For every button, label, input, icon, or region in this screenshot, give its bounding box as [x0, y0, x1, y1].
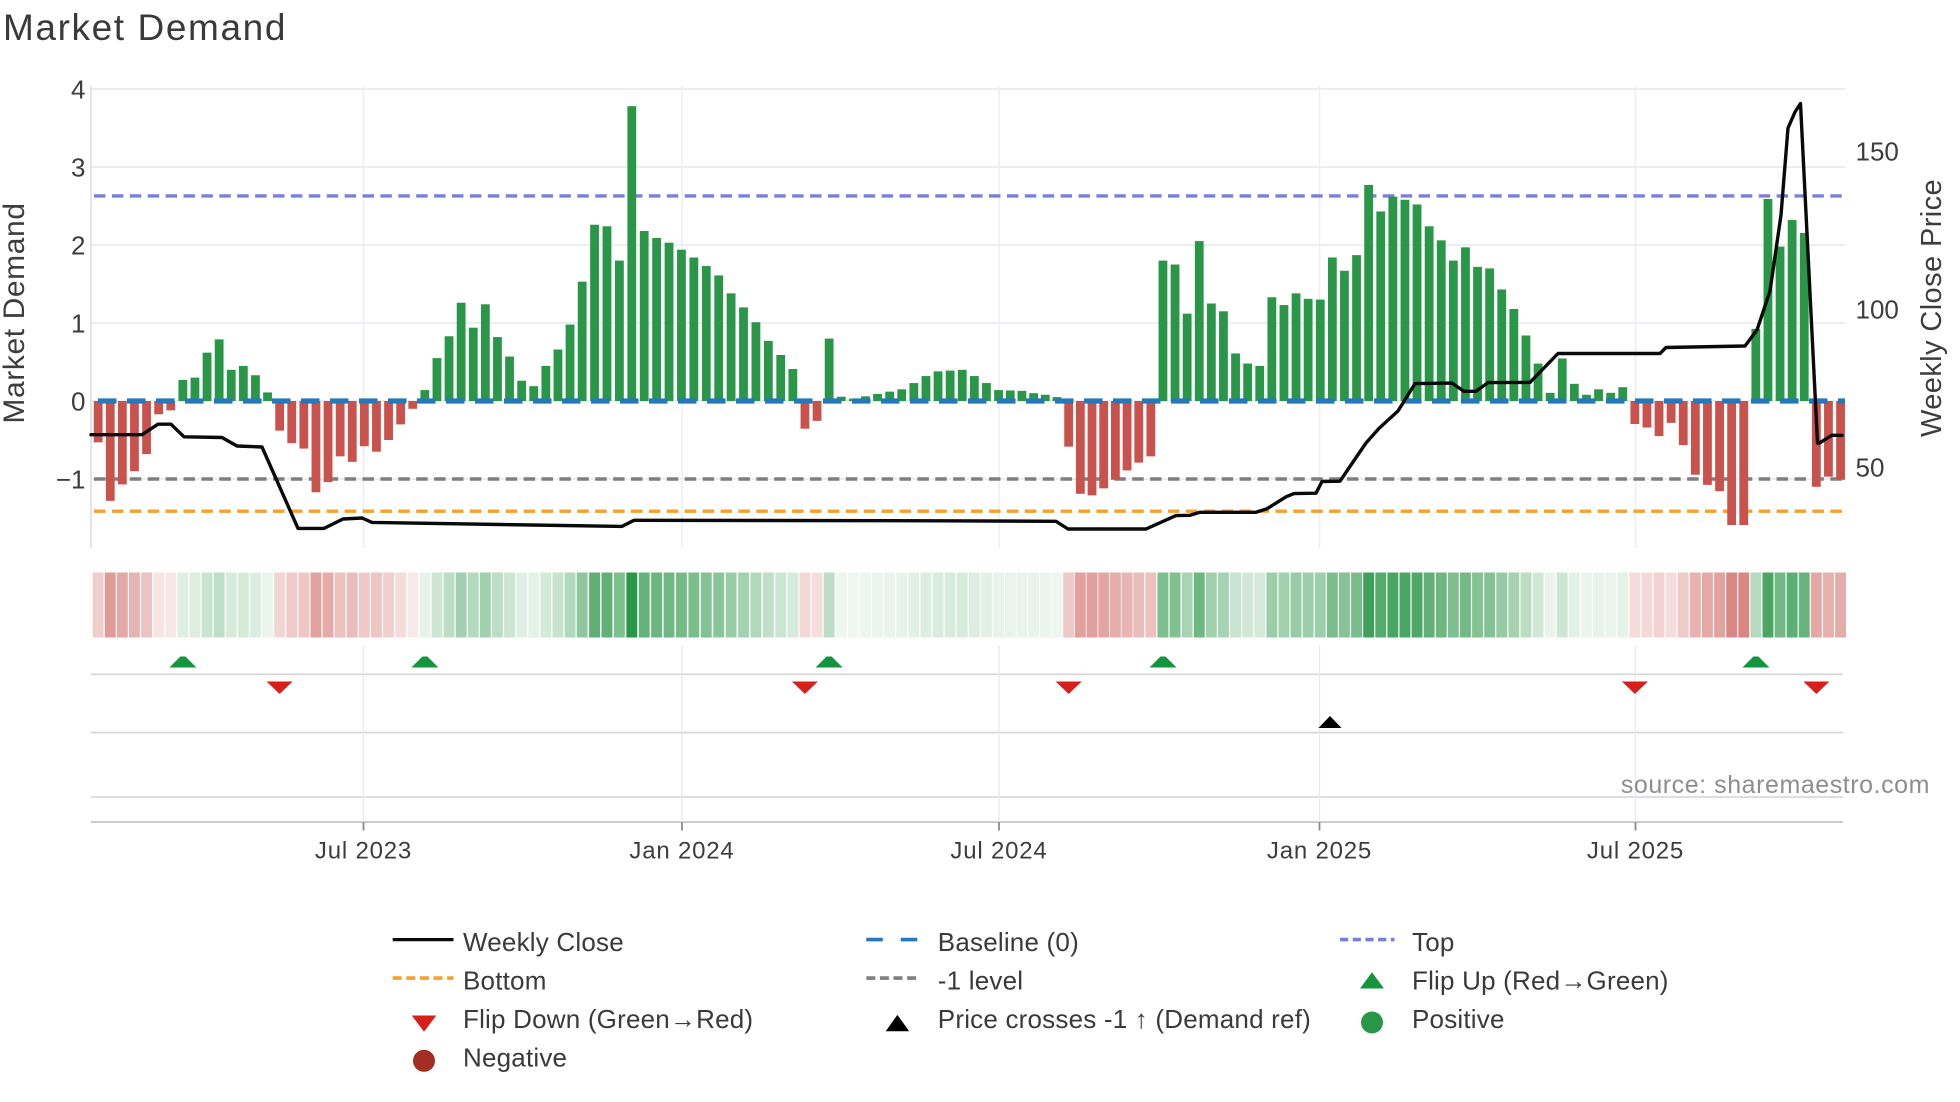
svg-text:50: 50	[1856, 452, 1885, 482]
svg-text:0: 0	[71, 386, 85, 416]
svg-text:2: 2	[71, 230, 85, 260]
svg-text:Negative: Negative	[463, 1042, 567, 1072]
svg-text:−1: −1	[56, 464, 86, 494]
svg-text:Market Demand: Market Demand	[0, 202, 31, 423]
svg-text:Positive: Positive	[1412, 1004, 1505, 1034]
svg-text:-1 level: -1 level	[938, 965, 1023, 995]
svg-text:Price crosses -1 ↑ (Demand ref: Price crosses -1 ↑ (Demand ref)	[938, 1004, 1311, 1034]
svg-text:source: sharemaestro.com: source: sharemaestro.com	[1621, 771, 1930, 799]
svg-text:4: 4	[71, 74, 85, 104]
svg-text:Baseline (0): Baseline (0)	[938, 927, 1079, 957]
svg-text:Weekly Close: Weekly Close	[463, 927, 624, 957]
svg-text:Flip Up (Red→Green): Flip Up (Red→Green)	[1412, 965, 1669, 995]
svg-text:100: 100	[1856, 294, 1899, 324]
svg-text:1: 1	[71, 308, 85, 338]
svg-text:3: 3	[71, 152, 85, 182]
svg-text:Top: Top	[1412, 927, 1455, 957]
svg-text:150: 150	[1856, 136, 1899, 166]
svg-text:Weekly Close Price: Weekly Close Price	[1916, 179, 1948, 437]
svg-text:Jul 2025: Jul 2025	[1587, 838, 1684, 865]
svg-text:Jul 2024: Jul 2024	[950, 838, 1047, 865]
svg-text:Jan 2024: Jan 2024	[629, 838, 734, 865]
svg-text:Jul 2023: Jul 2023	[315, 838, 412, 865]
svg-text:Flip Down (Green→Red): Flip Down (Green→Red)	[463, 1004, 753, 1034]
svg-text:Market Demand: Market Demand	[3, 7, 287, 48]
svg-text:Jan 2025: Jan 2025	[1267, 838, 1372, 865]
svg-text:Bottom: Bottom	[463, 965, 547, 995]
